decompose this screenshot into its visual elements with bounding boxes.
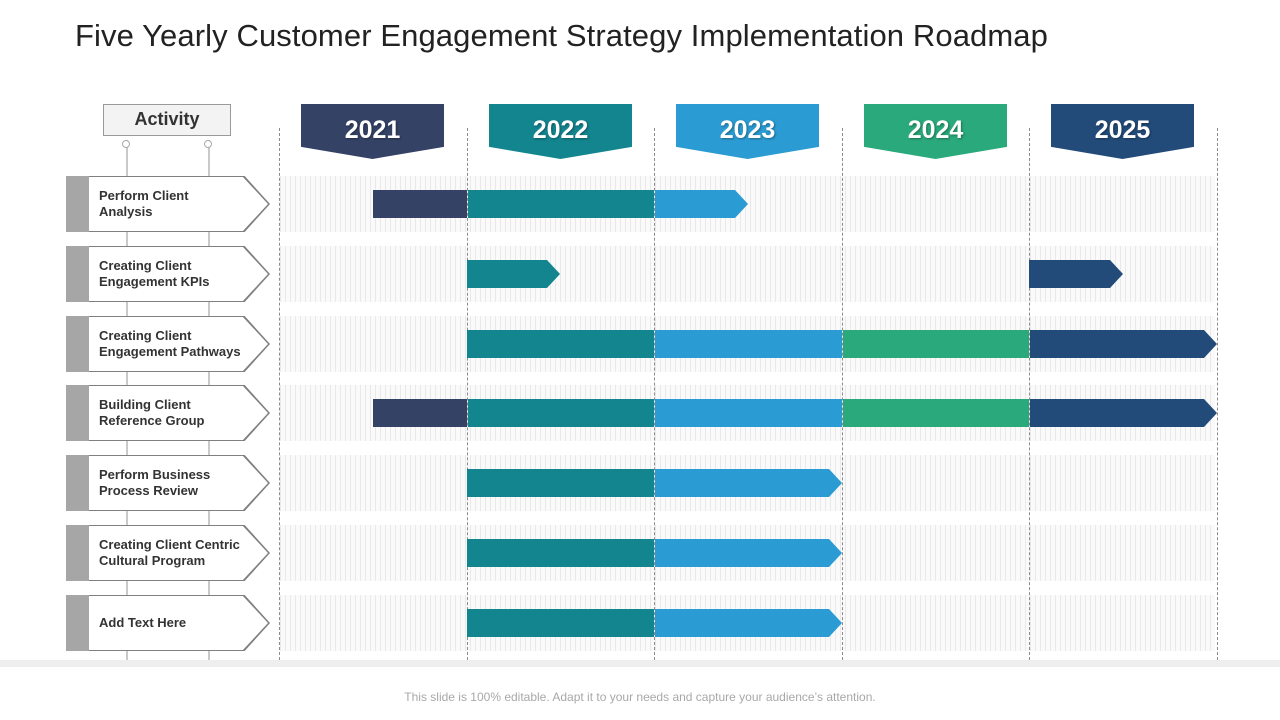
page-title: Five Yearly Customer Engagement Strategy…	[75, 18, 1048, 53]
year-divider-line	[467, 128, 468, 660]
activity-label-box: Perform Business Process Review	[89, 455, 270, 511]
gantt-bar-arrow	[1030, 399, 1217, 427]
row-marker	[66, 316, 89, 372]
row-marker	[66, 595, 89, 651]
row-marker	[66, 246, 89, 302]
activity-label: Perform Business Process Review	[89, 456, 268, 510]
activity-label-box: Creating Client Engagement KPIs	[89, 246, 270, 302]
row-marker	[66, 455, 89, 511]
gantt-bar-arrow	[655, 469, 842, 497]
gantt-bar-segment	[655, 330, 842, 358]
activity-label-box: Perform Client Analysis	[89, 176, 270, 232]
footer-note: This slide is 100% editable. Adapt it to…	[404, 690, 876, 704]
gantt-bar-segment	[467, 609, 654, 637]
year-divider-line	[1217, 128, 1218, 660]
activity-label: Perform Client Analysis	[89, 177, 268, 231]
row-marker	[66, 525, 89, 581]
gantt-bar-arrow	[1029, 260, 1123, 288]
gantt-bar-segment	[373, 399, 467, 427]
year-divider-line	[279, 128, 280, 660]
gantt-bar-segment	[467, 469, 654, 497]
gantt-bar-arrow	[655, 539, 842, 567]
gantt-bar-segment	[467, 330, 654, 358]
gantt-bar-arrow	[467, 260, 560, 288]
activity-label: Creating Client Engagement Pathways	[89, 317, 268, 371]
activity-label: Building Client Reference Group	[89, 386, 268, 440]
gantt-bar-segment	[467, 539, 654, 567]
gantt-bar-arrow	[655, 609, 842, 637]
gantt-bar-segment	[655, 399, 842, 427]
activity-label-box: Creating Client Centric Cultural Program	[89, 525, 270, 581]
activity-label: Add Text Here	[89, 596, 268, 650]
year-header-2022: 2022	[489, 104, 632, 159]
row-marker	[66, 385, 89, 441]
gantt-bar-segment	[843, 399, 1029, 427]
left-rail-dot	[122, 140, 130, 148]
year-divider-line	[1029, 128, 1030, 660]
gantt-bar-arrow	[1030, 330, 1217, 358]
year-header-2024: 2024	[864, 104, 1007, 159]
row-marker	[66, 176, 89, 232]
year-divider-line	[842, 128, 843, 660]
right-rail-dot	[204, 140, 212, 148]
year-header-2023: 2023	[676, 104, 819, 159]
year-header-2025: 2025	[1051, 104, 1194, 159]
activity-header: Activity	[103, 104, 231, 136]
gantt-bar-segment	[468, 190, 654, 218]
activity-label: Creating Client Centric Cultural Program	[89, 526, 268, 580]
activity-label-box: Add Text Here	[89, 595, 270, 651]
year-header-2021: 2021	[301, 104, 444, 159]
year-divider-line	[654, 128, 655, 660]
activity-label-box: Creating Client Engagement Pathways	[89, 316, 270, 372]
gantt-bar-segment	[843, 330, 1029, 358]
footer-divider	[0, 660, 1280, 667]
gantt-bar-segment	[468, 399, 654, 427]
activity-label-box: Building Client Reference Group	[89, 385, 270, 441]
activity-label: Creating Client Engagement KPIs	[89, 247, 268, 301]
gantt-bar-segment	[373, 190, 467, 218]
gantt-bar-arrow	[655, 190, 748, 218]
